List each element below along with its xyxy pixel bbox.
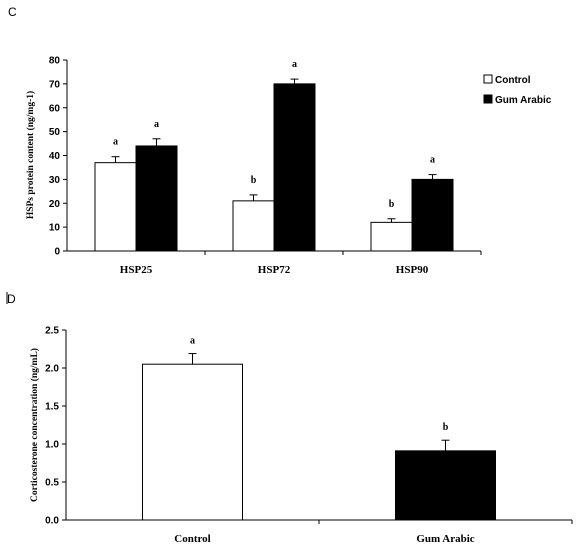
y-tick-label: 10 [49, 223, 61, 234]
legend-c: Control Gum Arabic [483, 74, 552, 106]
significance-label: a [292, 59, 297, 70]
chart-panel-c: C HSPs protein content (ng/mg-1) 0 10 20 30… [8, 5, 552, 276]
bar [142, 363, 243, 521]
significance-label: a [113, 137, 118, 148]
significance-label: a [430, 155, 435, 166]
bar [370, 221, 413, 252]
x-category-label: Control [174, 533, 210, 545]
y-axis-label-c: HSPs protein content (ng/mg-1) [25, 91, 36, 219]
panel-label-c: C [8, 5, 17, 19]
significance-label: b [251, 175, 257, 186]
significance-label: b [389, 199, 395, 210]
bar [411, 178, 454, 252]
y-tick-label: 50 [49, 127, 61, 138]
legend-label-control: Control [495, 75, 531, 86]
y-tick-label: 30 [49, 175, 61, 186]
bar [232, 200, 275, 252]
x-category-label: HSP25 [120, 264, 153, 276]
bar [135, 145, 178, 252]
y-tick-label: 0.0 [45, 516, 59, 527]
significance-label: a [190, 336, 195, 347]
y-tick-label: 0.5 [45, 478, 59, 489]
x-category-label: HSP90 [396, 264, 429, 276]
panel-label-d: D [7, 292, 16, 306]
bar [395, 450, 496, 521]
y-axis-label-d: Corticosterone concentration (ng/mL) [29, 348, 40, 502]
y-tick-label: 40 [49, 151, 61, 162]
y-tick-label: 70 [49, 79, 61, 90]
y-tick-label: 1.5 [45, 402, 59, 413]
y-tick-label: 2.5 [45, 326, 59, 337]
y-tick-label: 60 [49, 103, 61, 114]
legend-swatch-gum-arabic [483, 94, 493, 104]
significance-label: b [443, 422, 449, 433]
significance-label: a [154, 119, 159, 130]
y-tick-label: 0 [54, 247, 60, 258]
x-category-label: HSP72 [258, 264, 291, 276]
y-tick-label: 20 [49, 199, 61, 210]
y-tick-label: 80 [49, 56, 61, 67]
y-tick-label: 1.0 [45, 440, 59, 451]
legend-swatch-control [483, 74, 493, 84]
legend-label-gum-arabic: Gum Arabic [495, 95, 552, 106]
bar [94, 162, 137, 252]
y-tick-label: 2.0 [45, 364, 59, 375]
chart-panel-d: D Corticosterone concentration (ng/mL) 0… [6, 292, 573, 545]
x-category-label: Gum Arabic [416, 533, 474, 545]
bar [273, 83, 316, 252]
